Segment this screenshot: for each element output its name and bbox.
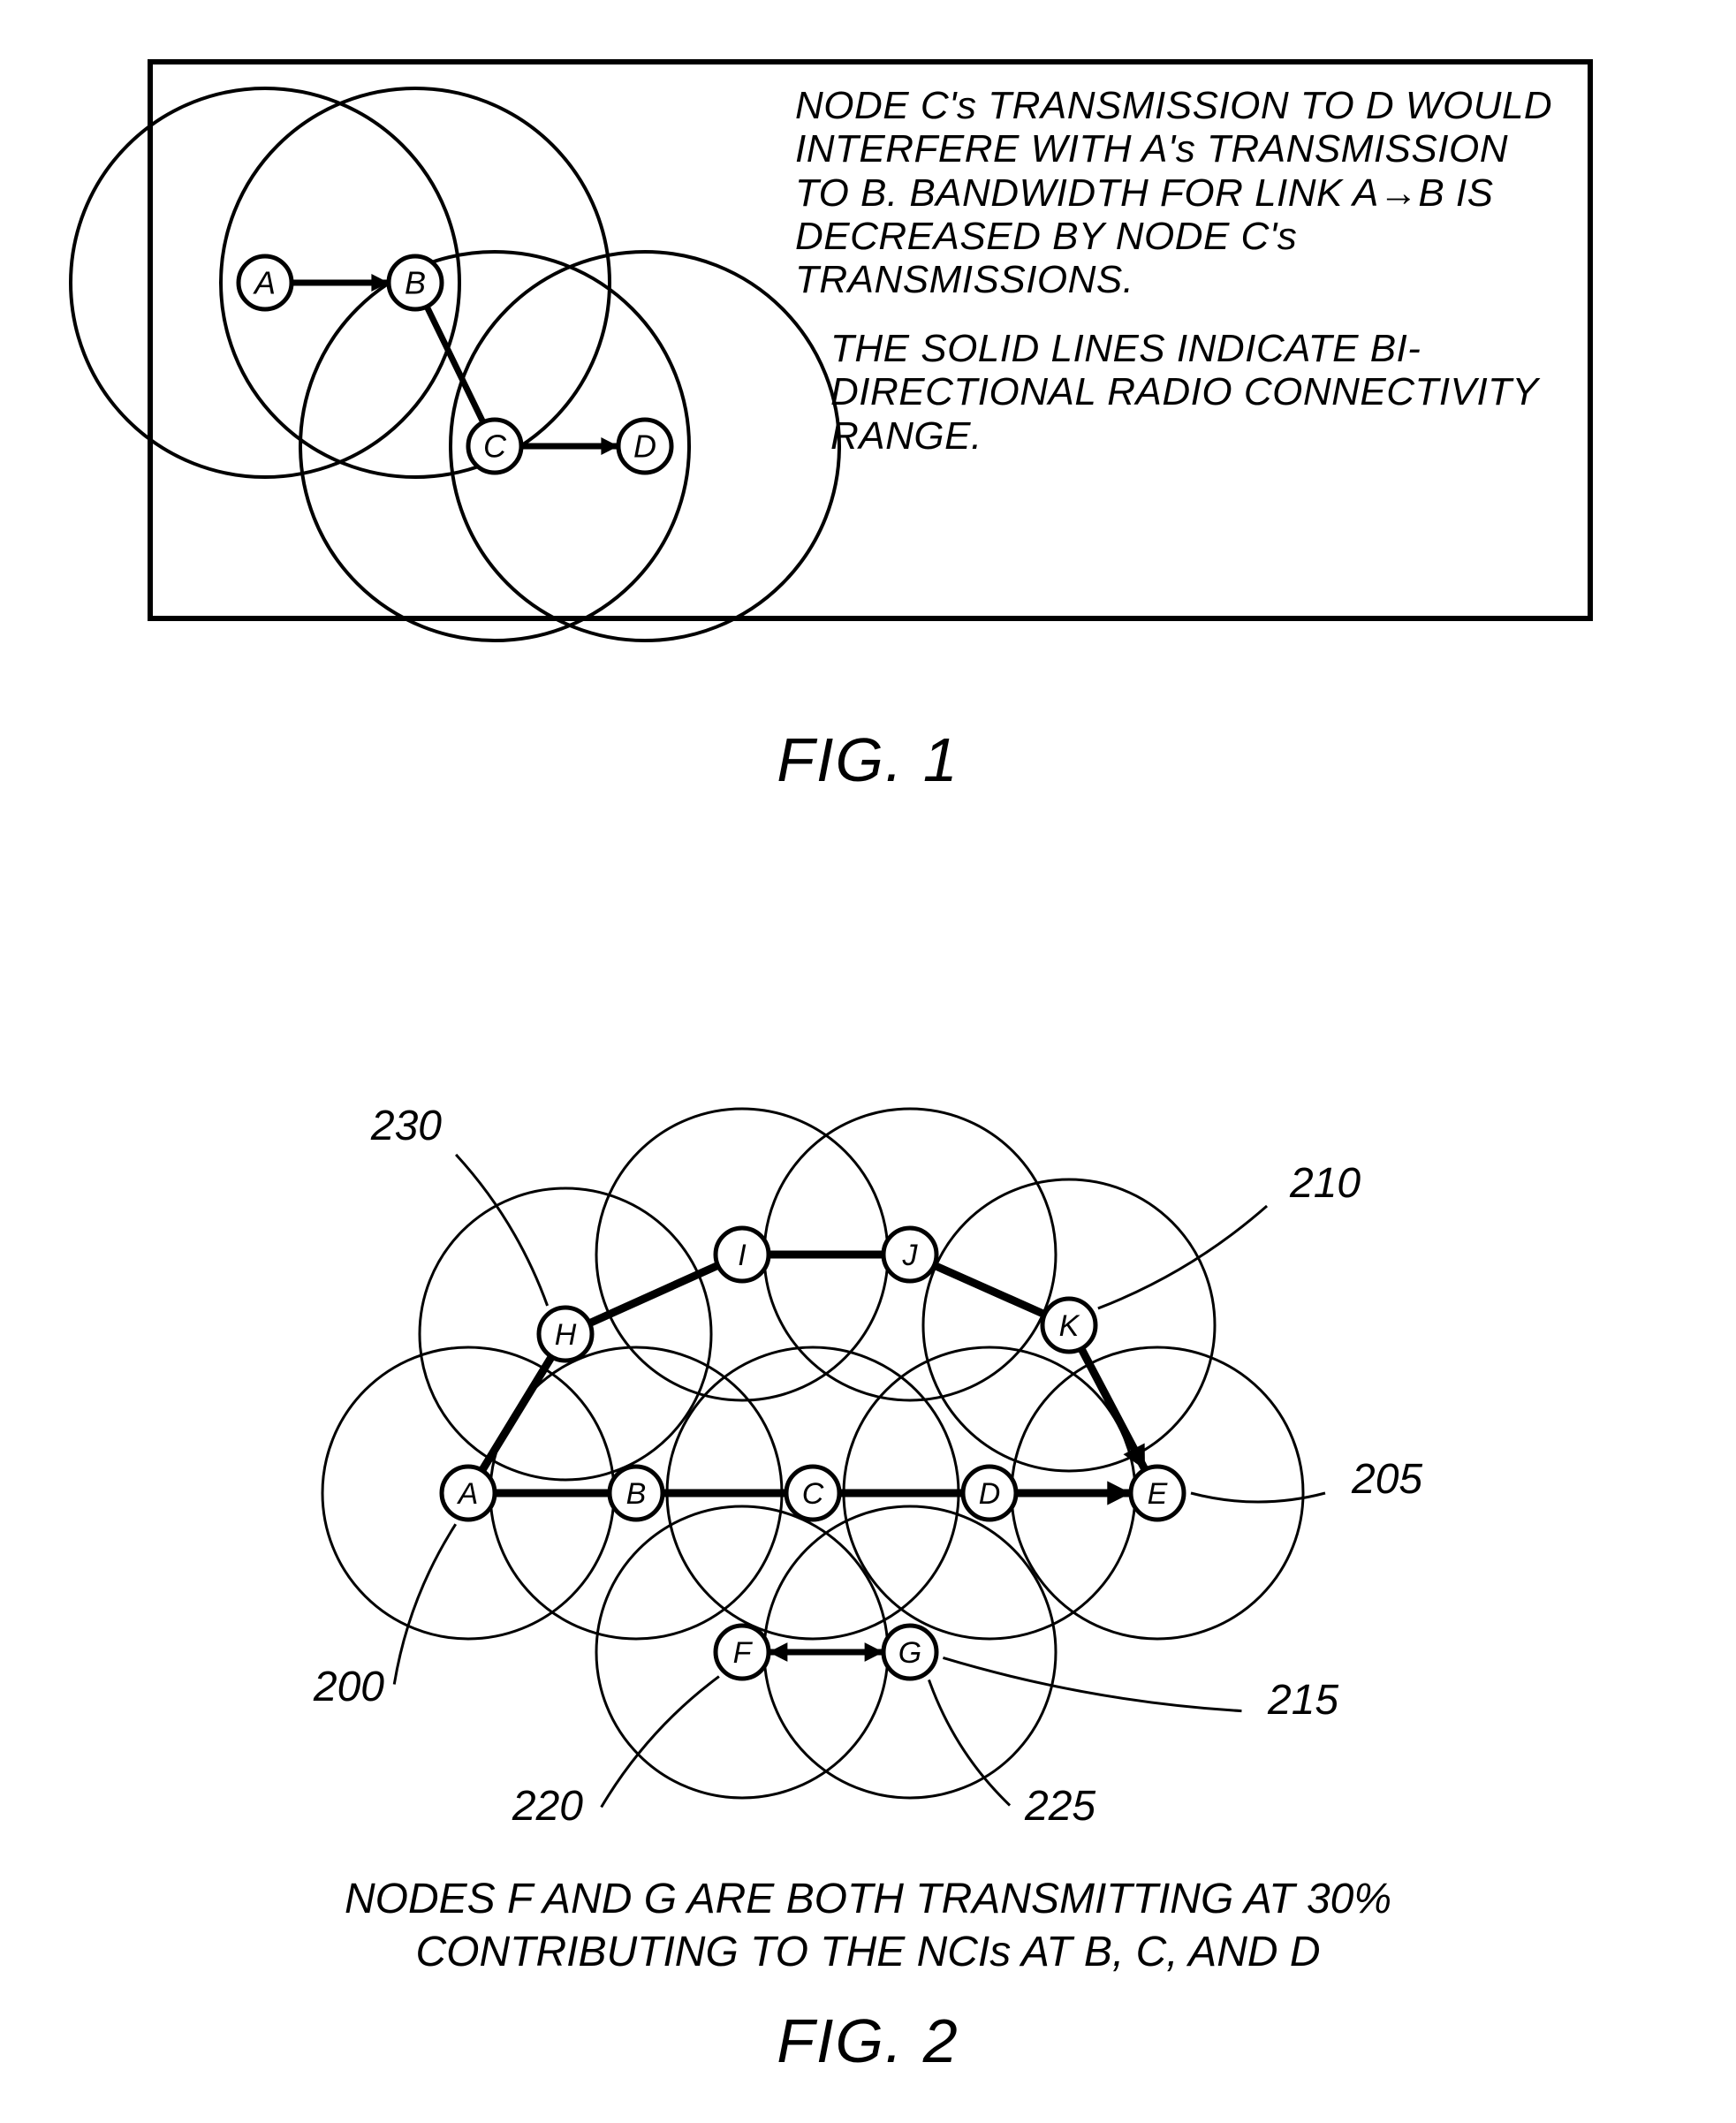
fig1-explainer-top: NODE C's TRANSMISSION TO D WOULD INTERFE… xyxy=(795,84,1564,301)
svg-text:225: 225 xyxy=(1024,1783,1095,1830)
svg-text:215: 215 xyxy=(1267,1677,1338,1724)
fig2-label: FIG. 2 xyxy=(0,2005,1736,2076)
svg-text:B: B xyxy=(405,265,426,301)
svg-text:E: E xyxy=(1148,1477,1168,1511)
svg-text:A: A xyxy=(457,1477,479,1511)
svg-text:A: A xyxy=(253,265,276,301)
fig1-label: FIG. 1 xyxy=(0,724,1736,795)
svg-text:C: C xyxy=(802,1477,824,1511)
svg-text:B: B xyxy=(626,1477,647,1511)
svg-text:C: C xyxy=(483,428,507,465)
fig2-caption-line1: NODES F AND G ARE BOTH TRANSMITTING AT 3… xyxy=(345,1876,1391,1922)
svg-text:F: F xyxy=(733,1636,754,1670)
svg-text:205: 205 xyxy=(1351,1456,1422,1503)
fig1-explainer-bottom: THE SOLID LINES INDICATE BI-DIRECTIONAL … xyxy=(830,327,1564,458)
fig2-caption-line2: CONTRIBUTING TO THE NCIs AT B, C, AND D xyxy=(415,1929,1320,1975)
svg-text:G: G xyxy=(898,1636,921,1670)
svg-text:220: 220 xyxy=(512,1783,583,1830)
svg-text:I: I xyxy=(738,1239,747,1272)
svg-text:K: K xyxy=(1059,1309,1080,1343)
svg-text:200: 200 xyxy=(313,1664,384,1710)
fig2-diagram: 200 205 210 215 220 225 230 A B C D E F G H I J K xyxy=(177,972,1555,1855)
svg-text:D: D xyxy=(633,428,656,465)
fig2-caption: NODES F AND G ARE BOTH TRANSMITTING AT 3… xyxy=(0,1873,1736,1979)
svg-text:J: J xyxy=(902,1239,919,1272)
svg-text:H: H xyxy=(555,1318,577,1352)
page: A B C D NODE C's TRANSMISSION TO D WOULD IN… xyxy=(0,0,1736,2123)
svg-text:D: D xyxy=(979,1477,1001,1511)
svg-text:210: 210 xyxy=(1289,1160,1361,1207)
svg-text:230: 230 xyxy=(370,1103,442,1149)
